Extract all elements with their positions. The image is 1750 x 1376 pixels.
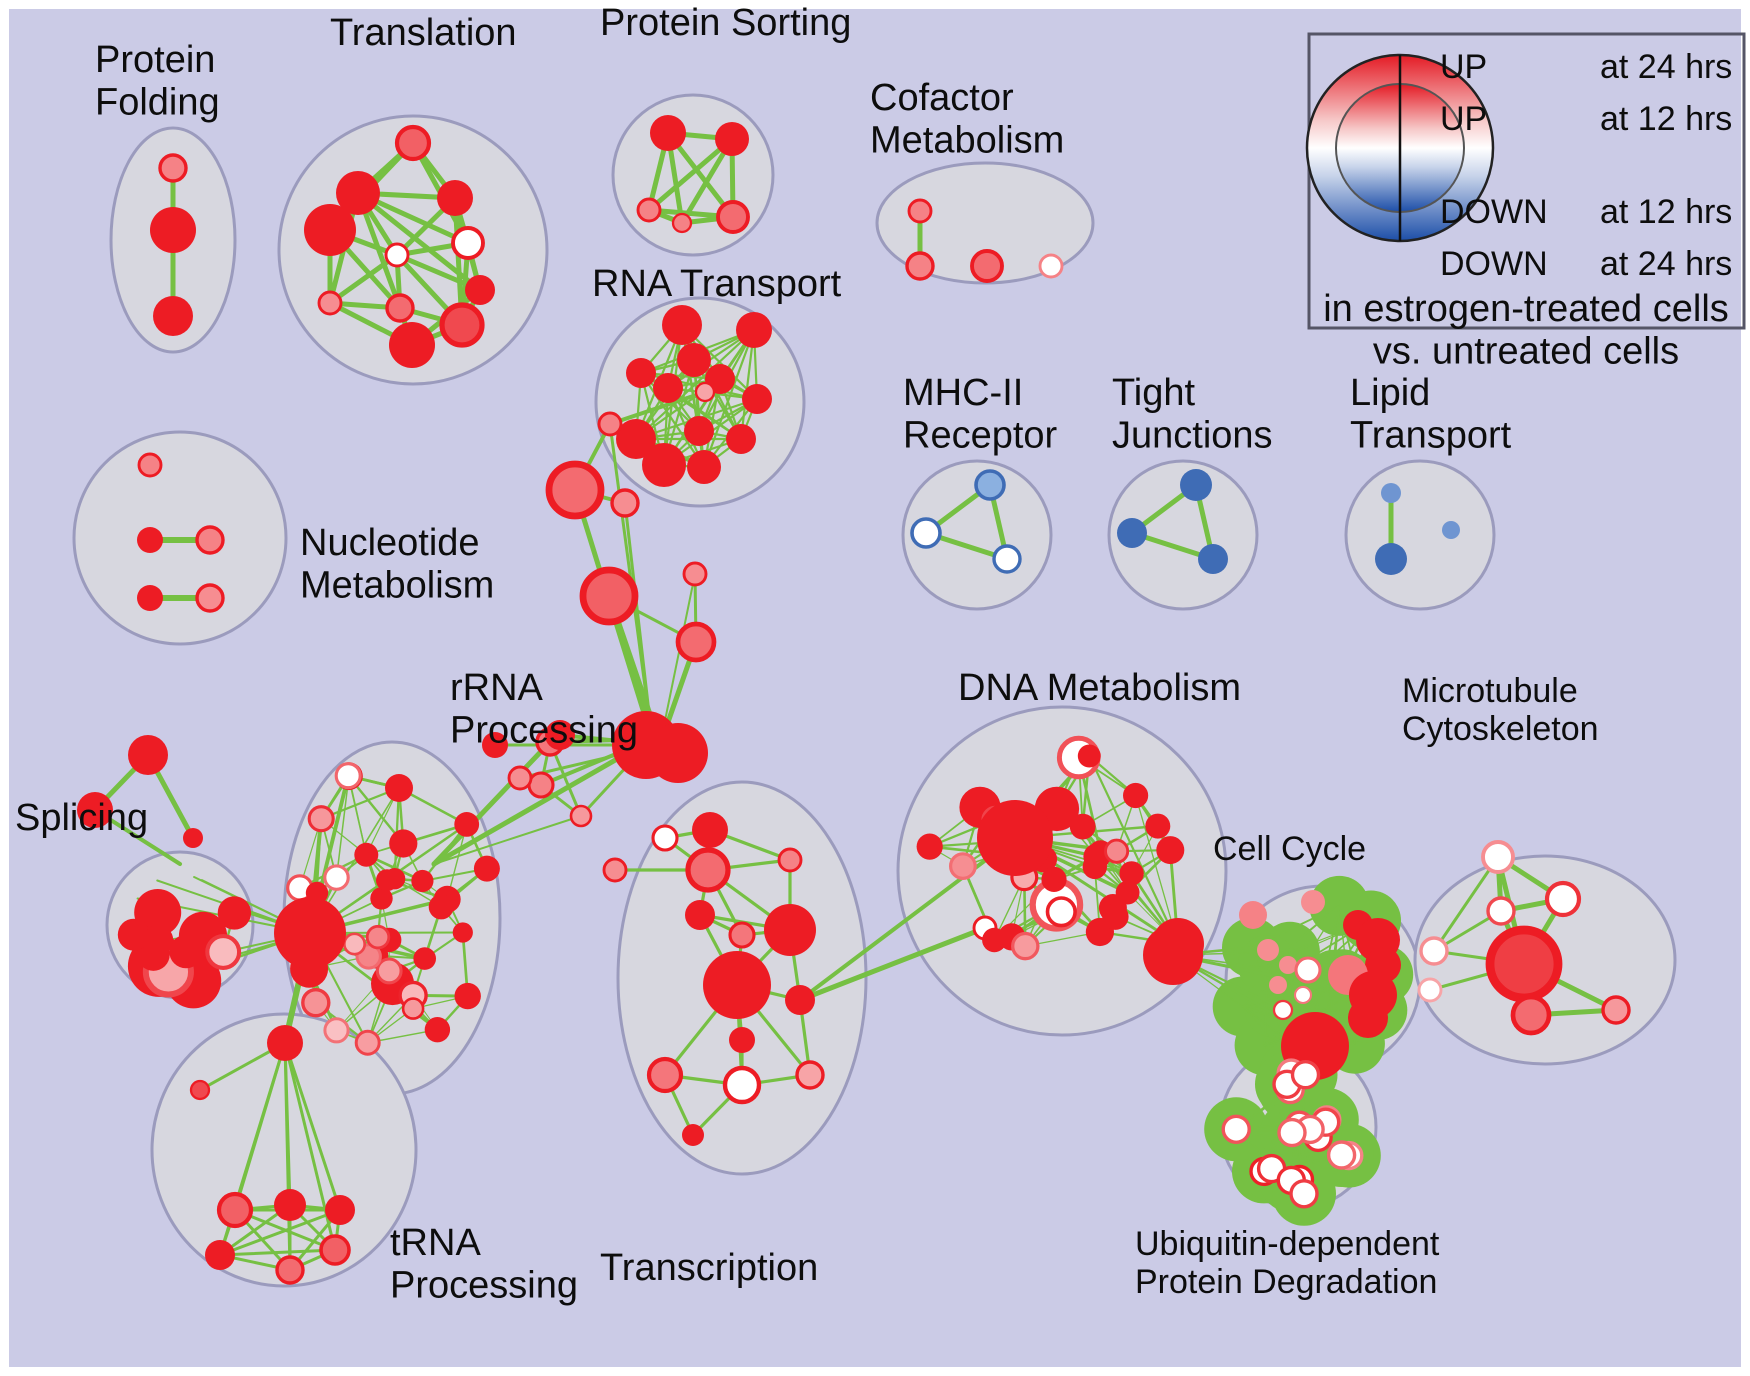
svg-text:Protein Sorting: Protein Sorting: [600, 2, 851, 44]
svg-text:UP: UP: [1440, 100, 1487, 138]
svg-text:DOWN: DOWN: [1440, 193, 1548, 231]
svg-text:UP: UP: [1440, 48, 1487, 86]
svg-text:at 12 hrs: at 12 hrs: [1600, 193, 1732, 231]
svg-text:at 24 hrs: at 24 hrs: [1600, 48, 1732, 86]
svg-text:at 24 hrs: at 24 hrs: [1600, 245, 1732, 283]
svg-text:Transcription: Transcription: [600, 1247, 818, 1289]
svg-text:RNA Transport: RNA Transport: [592, 263, 842, 305]
svg-text:at 12 hrs: at 12 hrs: [1600, 100, 1732, 138]
svg-text:DOWN: DOWN: [1440, 245, 1548, 283]
svg-text:Cell Cycle: Cell Cycle: [1213, 830, 1366, 868]
svg-text:Translation: Translation: [330, 12, 517, 54]
svg-text:DNA Metabolism: DNA Metabolism: [958, 667, 1241, 709]
svg-text:Splicing: Splicing: [15, 797, 148, 839]
